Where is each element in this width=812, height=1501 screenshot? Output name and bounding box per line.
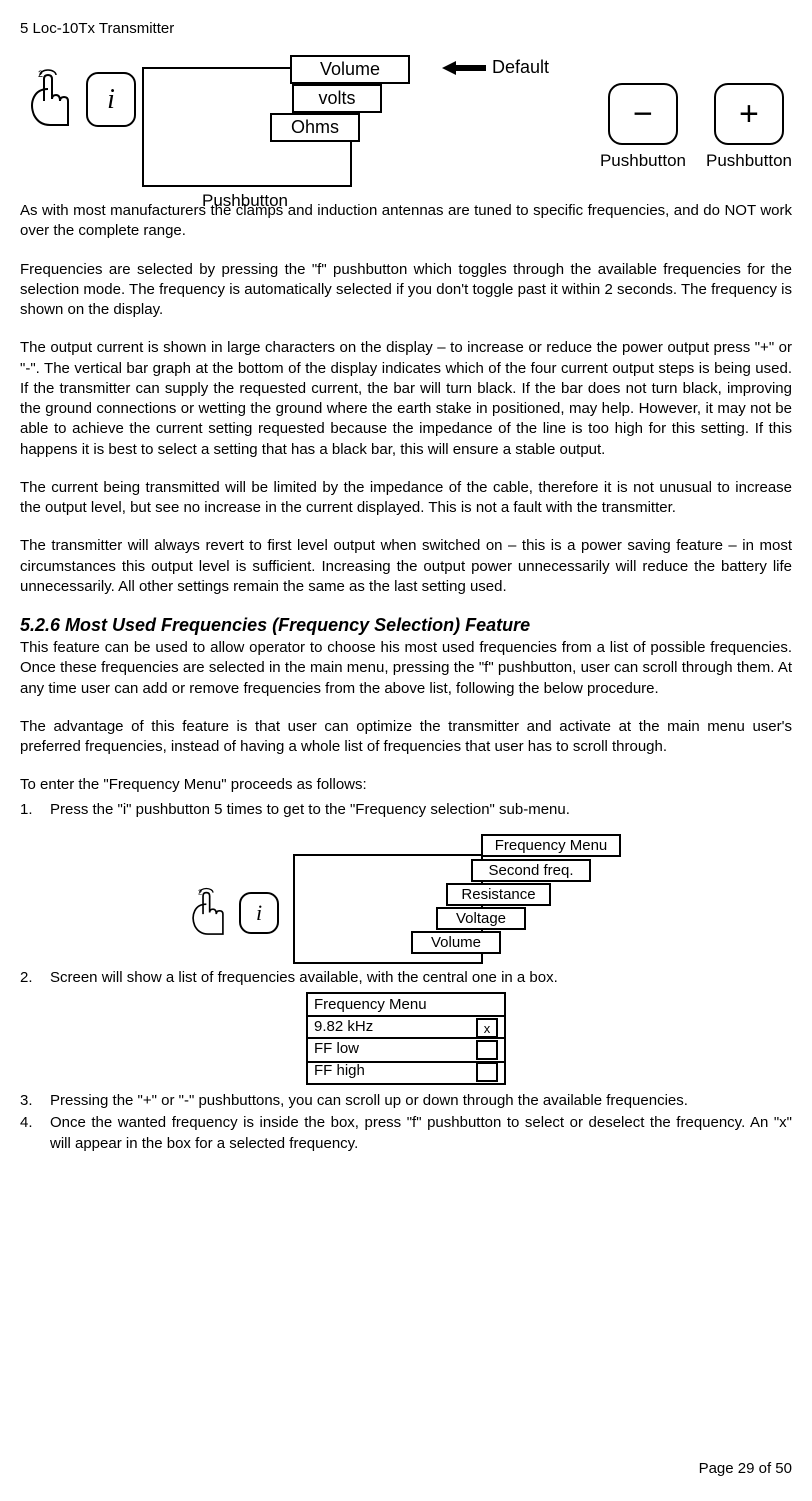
section-heading: 5.2.6 Most Used Frequencies (Frequency S… bbox=[20, 615, 792, 636]
page-footer: Page 29 of 50 bbox=[699, 1460, 792, 1477]
freq-row-3: FF high bbox=[314, 1062, 476, 1082]
plus-label: Pushbutton bbox=[706, 151, 792, 171]
submenu-resistance: Resistance bbox=[446, 883, 551, 906]
figure-1: 2 i Volume volts Ohms Default Pushbutton… bbox=[20, 67, 792, 187]
default-label: Default bbox=[492, 57, 549, 78]
submenu-freq-menu: Frequency Menu bbox=[481, 834, 621, 857]
menu-item-volume: Volume bbox=[290, 55, 410, 84]
menu-item-volts: volts bbox=[292, 84, 382, 113]
paragraph-5: The transmitter will always revert to fi… bbox=[20, 536, 792, 597]
figure-submenu: 2 i Frequency Menu Second freq. Resistan… bbox=[20, 824, 792, 964]
svg-text:2: 2 bbox=[38, 69, 43, 79]
hand-pointing-icon: 2 bbox=[20, 67, 80, 137]
page-header: 5 Loc-10Tx Transmitter bbox=[20, 20, 792, 37]
paragraph-6: This feature can be used to allow operat… bbox=[20, 638, 792, 699]
paragraph-1: As with most manufacturers the clamps an… bbox=[20, 201, 792, 242]
list-item-3: 3. Pressing the "+" or "-" pushbuttons, … bbox=[20, 1091, 792, 1111]
paragraph-3: The output current is shown in large cha… bbox=[20, 338, 792, 460]
paragraph-2: Frequencies are selected by pressing the… bbox=[20, 260, 792, 321]
svg-text:2: 2 bbox=[198, 887, 202, 896]
minus-label: Pushbutton bbox=[600, 151, 686, 171]
paragraph-7: The advantage of this feature is that us… bbox=[20, 717, 792, 758]
submenu-voltage: Voltage bbox=[436, 907, 526, 930]
hand-pointing-icon-small: 2 bbox=[183, 886, 233, 944]
pushbutton-label-bottom: Pushbutton bbox=[202, 191, 288, 211]
list-item-4: 4. Once the wanted frequency is inside t… bbox=[20, 1113, 792, 1154]
freq-row-2: FF low bbox=[314, 1040, 476, 1060]
freq-row-1-x: x bbox=[476, 1018, 498, 1038]
list-item-1: 1. Press the "i" pushbutton 5 times to g… bbox=[20, 800, 792, 820]
submenu-second-freq: Second freq. bbox=[471, 859, 591, 882]
i-button-small: i bbox=[239, 892, 279, 934]
paragraph-4: The current being transmitted will be li… bbox=[20, 478, 792, 519]
submenu-volume: Volume bbox=[411, 931, 501, 954]
default-arrow: Default bbox=[442, 57, 549, 78]
menu-item-ohms: Ohms bbox=[270, 113, 360, 142]
freq-row-2-box bbox=[476, 1040, 498, 1060]
freq-row-3-box bbox=[476, 1062, 498, 1082]
freq-row-1: 9.82 kHz bbox=[314, 1018, 476, 1038]
list-item-2: 2. Screen will show a list of frequencie… bbox=[20, 968, 792, 988]
paragraph-8: To enter the "Frequency Menu" proceeds a… bbox=[20, 775, 792, 795]
freq-menu-title: Frequency Menu bbox=[308, 994, 504, 1017]
i-button: i bbox=[86, 72, 136, 127]
minus-button: − bbox=[608, 83, 678, 145]
figure-freq-menu: Frequency Menu 9.82 kHz x FF low FF high bbox=[20, 992, 792, 1085]
plus-button: + bbox=[714, 83, 784, 145]
